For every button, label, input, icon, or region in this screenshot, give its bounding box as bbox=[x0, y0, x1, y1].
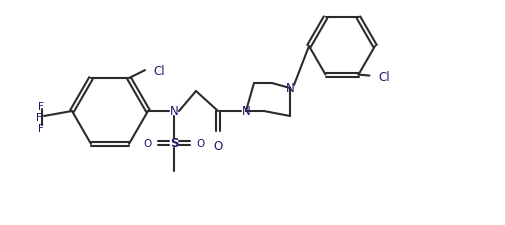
Text: N: N bbox=[170, 105, 178, 118]
Text: N: N bbox=[241, 105, 250, 118]
Text: S: S bbox=[170, 137, 178, 150]
Text: O: O bbox=[214, 139, 223, 152]
Text: Cl: Cl bbox=[153, 64, 165, 77]
Text: O: O bbox=[144, 138, 152, 148]
Text: F: F bbox=[38, 124, 44, 133]
Text: O: O bbox=[196, 138, 204, 148]
Text: F: F bbox=[36, 112, 42, 122]
Text: N: N bbox=[286, 82, 294, 95]
Text: Cl: Cl bbox=[379, 71, 390, 84]
Text: F: F bbox=[38, 101, 44, 112]
